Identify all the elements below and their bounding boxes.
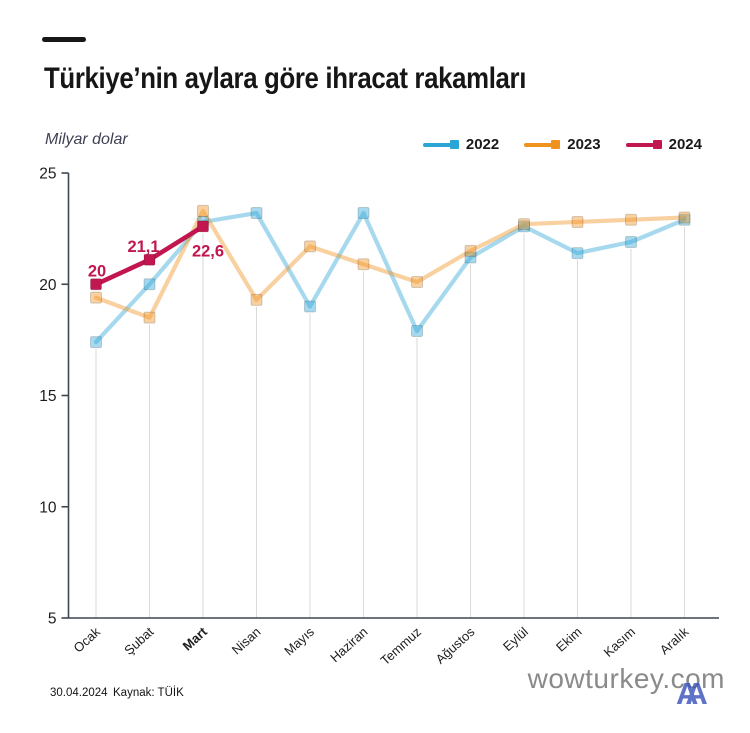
data-point-marker-2023 — [250, 293, 263, 306]
data-point-marker-2024 — [197, 220, 209, 233]
data-point-marker-2023 — [90, 291, 102, 304]
data-point-marker-2023 — [571, 215, 584, 228]
legend-line-marker-icon — [422, 139, 459, 150]
point-value-label: 22,6 — [192, 242, 224, 260]
x-category-label: Temmuz — [377, 624, 424, 668]
data-point-marker-2023 — [304, 240, 316, 253]
publish-date: 30.04.2024 — [50, 687, 108, 699]
series-line-2022 — [93, 210, 687, 345]
data-point-marker-2023 — [411, 276, 423, 289]
data-point-marker-2022 — [411, 324, 423, 337]
x-category-label: Mayıs — [281, 624, 317, 659]
y-tick-label: 15 — [39, 388, 56, 405]
y-tick-label: 10 — [39, 499, 57, 516]
data-point-marker-2023 — [464, 244, 477, 257]
legend-label: 2022 — [465, 136, 500, 153]
data-point-marker-2023 — [357, 258, 370, 271]
x-category-label: Haziran — [327, 624, 370, 665]
data-point-marker-2022 — [90, 336, 102, 349]
series-line-2023 — [93, 208, 687, 320]
chart-legend: 2022 2023 2024 — [422, 136, 702, 153]
legend-label: 2024 — [668, 136, 702, 153]
legend-line-marker-icon — [625, 139, 662, 150]
x-category-label: Kasım — [601, 624, 638, 660]
data-point-marker-2024 — [90, 278, 102, 291]
y-tick-label: 20 — [39, 277, 57, 294]
data-point-marker-2022 — [464, 251, 477, 264]
legend-item-2023: 2023 — [524, 136, 601, 153]
data-point-marker-2022 — [571, 247, 584, 260]
accent-dash — [42, 37, 86, 42]
data-point-marker-2022 — [250, 207, 263, 220]
page-title: Türkiye’nin aylara göre ihracat rakamlar… — [44, 62, 527, 95]
legend-line-marker-icon — [524, 139, 561, 150]
source-label: Kaynak: TÜİK — [113, 687, 184, 699]
data-point-marker-2023 — [678, 211, 691, 224]
y-tick-label: 25 — [39, 166, 56, 183]
data-point-marker-2023 — [197, 204, 209, 217]
aa-agency-logo: AA — [676, 676, 708, 711]
x-category-label: Şubat — [121, 624, 157, 658]
legend-item-2024: 2024 — [625, 136, 702, 153]
x-category-label: Ağustos — [433, 624, 478, 667]
point-value-label: 20 — [88, 262, 106, 280]
point-value-label: 21,1 — [127, 238, 159, 256]
data-point-marker-2022 — [304, 300, 316, 313]
data-point-marker-2022 — [518, 220, 530, 233]
x-category-label: Aralık — [657, 624, 692, 658]
data-point-marker-2023 — [518, 218, 530, 231]
watermark-text: wowturkey.com — [527, 663, 725, 694]
x-category-label: Nisan — [229, 624, 264, 657]
data-point-marker-2022 — [625, 235, 637, 248]
data-point-marker-2022 — [357, 207, 370, 220]
x-category-label: Ocak — [70, 624, 103, 656]
legend-item-2022: 2022 — [422, 136, 500, 153]
y-axis-unit-label: Milyar dolar — [45, 131, 128, 148]
data-point-marker-2022 — [678, 213, 691, 226]
x-category-label: Eylül — [500, 624, 531, 654]
data-point-marker-2024 — [143, 253, 156, 266]
y-tick-label: 5 — [48, 611, 57, 628]
data-point-marker-2022 — [143, 278, 156, 291]
legend-label: 2023 — [567, 136, 601, 153]
x-category-label: Ekim — [553, 624, 585, 654]
data-point-marker-2023 — [625, 213, 637, 226]
x-category-label: Mart — [180, 624, 211, 654]
data-point-marker-2023 — [143, 311, 156, 324]
line-chart: 5 10 15 20 25 Ocak Şubat Mart Nisan Mayıs Haziran T… — [39, 166, 719, 668]
